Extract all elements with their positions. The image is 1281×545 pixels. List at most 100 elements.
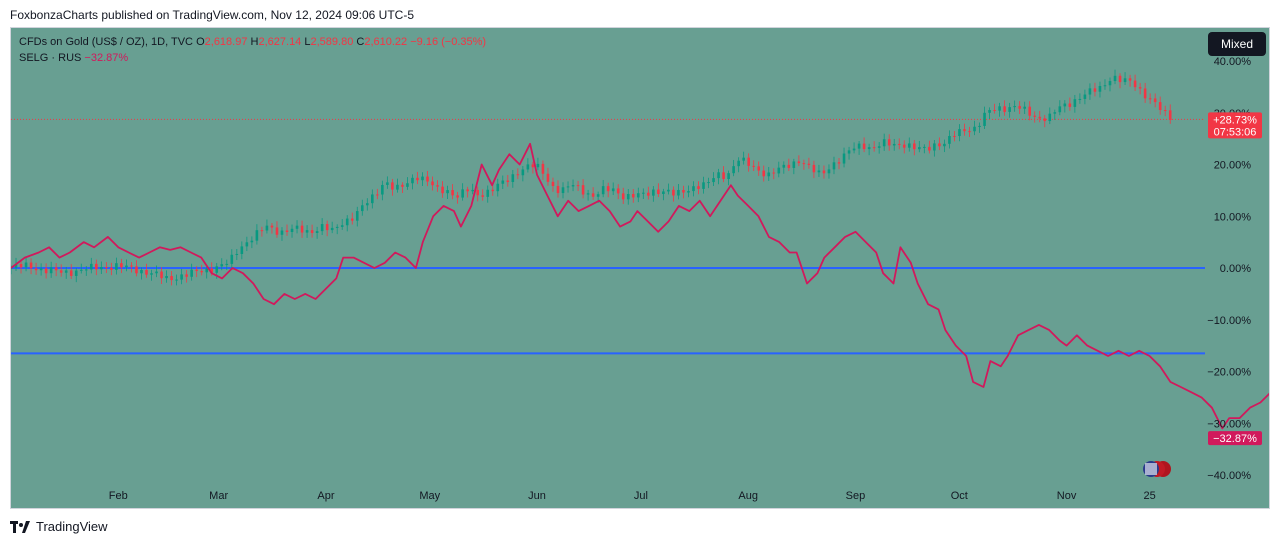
candle: [471, 183, 474, 195]
tradingview-logo-icon: [10, 520, 30, 533]
candle: [44, 263, 48, 279]
candle: [305, 225, 309, 238]
candle: [802, 159, 806, 170]
candle: [988, 107, 991, 120]
candle: [120, 258, 123, 274]
candle: [822, 165, 826, 179]
candle: [677, 183, 680, 200]
candle: [581, 179, 585, 199]
candle: [887, 134, 891, 151]
candle: [516, 168, 520, 180]
candle: [1108, 77, 1112, 92]
candle: [1058, 100, 1062, 116]
legend-close: 2,610.22: [364, 36, 408, 48]
legend-close-label: C: [356, 36, 365, 48]
candle: [391, 178, 394, 196]
candle: [250, 236, 254, 249]
candle: [697, 181, 700, 195]
candle: [1063, 100, 1067, 113]
candle: [235, 248, 239, 261]
legend-compare-value: −32.87%: [84, 52, 129, 64]
flag-icon[interactable]: [1143, 461, 1171, 477]
chart-frame[interactable]: 40.00%30.00%20.00%10.00%0.00%−10.00%−20.…: [10, 27, 1270, 509]
price-label-1: −32.87%: [1208, 431, 1262, 446]
candle: [150, 269, 153, 281]
candle: [897, 138, 901, 150]
candle: [546, 167, 550, 186]
candle: [84, 266, 88, 276]
candle: [536, 157, 540, 171]
candle: [782, 161, 786, 174]
candle: [682, 185, 685, 199]
candle: [270, 223, 274, 234]
legend-compare-symbol[interactable]: SELG · RUS: [19, 52, 82, 64]
candle: [963, 123, 966, 136]
candle: [1053, 109, 1057, 120]
candle: [255, 224, 259, 245]
candle: [130, 262, 133, 273]
candle: [436, 180, 439, 192]
candle: [631, 189, 635, 203]
candle: [59, 264, 63, 277]
legend-symbol[interactable]: CFDs on Gold (US$ / OZ), 1D, TVC: [19, 36, 194, 48]
candle: [160, 267, 163, 284]
candle: [69, 264, 73, 279]
candle: [827, 164, 831, 179]
candle: [576, 180, 580, 191]
candle: [54, 263, 58, 277]
candle: [300, 220, 304, 238]
candle: [892, 138, 896, 151]
candle: [541, 160, 545, 180]
candle: [842, 147, 846, 168]
candle: [421, 172, 424, 187]
candle: [657, 183, 660, 198]
candle: [742, 151, 745, 165]
candle: [812, 160, 816, 179]
candle: [973, 120, 976, 136]
candle: [948, 130, 951, 149]
candle: [923, 144, 926, 154]
candle: [1153, 93, 1157, 108]
candle: [105, 262, 108, 274]
candle: [340, 219, 344, 230]
mixed-button[interactable]: Mixed: [1208, 32, 1266, 56]
compare-series-line[interactable]: [11, 142, 1269, 444]
candle: [1003, 100, 1006, 116]
candle: [993, 103, 996, 114]
candle: [862, 137, 866, 153]
candle: [747, 153, 750, 172]
candle: [345, 215, 349, 232]
candle: [1013, 100, 1016, 112]
candle: [401, 182, 404, 194]
footer: TradingView: [10, 519, 108, 534]
candle: [1133, 74, 1137, 91]
candle: [74, 267, 78, 283]
candle: [486, 185, 490, 203]
candle: [566, 181, 570, 193]
y-tick-label: 40.00%: [1214, 56, 1252, 68]
x-tick-label: Apr: [317, 490, 334, 502]
candle: [330, 221, 334, 234]
x-tick-label: Nov: [1057, 490, 1077, 502]
candle: [431, 176, 434, 191]
candle: [481, 189, 485, 201]
candle: [180, 268, 183, 285]
candle: [1138, 82, 1142, 95]
candle: [205, 265, 209, 279]
candle: [857, 140, 861, 155]
candle: [29, 258, 33, 275]
candle: [852, 142, 856, 154]
candle: [230, 249, 234, 269]
candle: [456, 191, 459, 204]
candle: [34, 262, 38, 275]
candle: [797, 155, 801, 167]
candle: [642, 188, 645, 199]
candle: [295, 220, 299, 234]
candle: [355, 206, 359, 227]
candle: [561, 182, 565, 199]
candle: [882, 133, 886, 151]
candle: [19, 260, 23, 274]
candle: [411, 174, 414, 190]
chart-svg[interactable]: 40.00%30.00%20.00%10.00%0.00%−10.00%−20.…: [11, 28, 1269, 508]
candle: [290, 224, 294, 238]
